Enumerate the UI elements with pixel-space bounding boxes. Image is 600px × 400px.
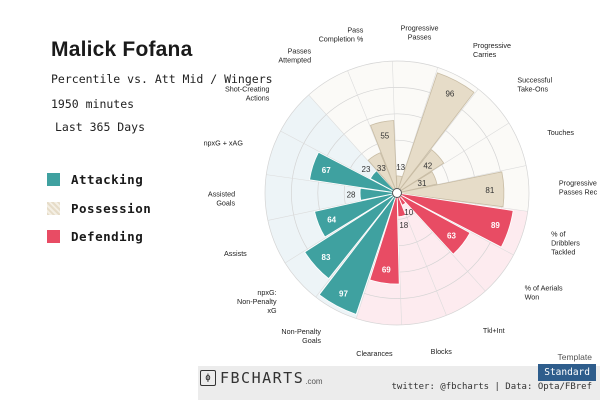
legend-label: Defending bbox=[71, 229, 144, 244]
value-label: 96 bbox=[445, 89, 454, 98]
value-label: 42 bbox=[423, 161, 432, 170]
brand-suffix: .com bbox=[305, 376, 323, 386]
value-label: 81 bbox=[485, 186, 494, 195]
minutes-text: 1950 minutes bbox=[51, 97, 135, 111]
axis-label: Successful Take-Ons bbox=[517, 76, 552, 94]
axis-label: Assisted Goals bbox=[208, 190, 236, 208]
value-label: 33 bbox=[377, 164, 386, 173]
legend-swatch-defending bbox=[47, 230, 60, 243]
data-credit: twitter: @fbcharts | Data: Opta/FBref bbox=[391, 382, 592, 392]
axis-label: Progressive Carries bbox=[473, 41, 511, 59]
wedge-attacking bbox=[318, 192, 398, 315]
value-label: 28 bbox=[347, 191, 356, 200]
axis-label: Tkl+Int bbox=[483, 326, 505, 335]
wedge-possession bbox=[396, 72, 475, 194]
value-label: 97 bbox=[339, 290, 348, 299]
wedge-possession bbox=[396, 149, 445, 194]
axis-label: Progressive Passes bbox=[401, 24, 439, 42]
value-label: 10 bbox=[404, 208, 413, 217]
value-label: 67 bbox=[322, 166, 331, 175]
background-wedge-attacking bbox=[280, 94, 397, 193]
brand-text: FBCHARTS bbox=[220, 369, 305, 387]
wedge-attacking bbox=[359, 187, 398, 201]
axis-label: % of Aerials Won bbox=[525, 284, 563, 302]
axis-label: Passes Attempted bbox=[278, 47, 311, 65]
axis-label: Progressive Passes Rec bbox=[559, 178, 598, 196]
background-wedge-possession bbox=[392, 60, 438, 193]
center-dot bbox=[392, 188, 402, 198]
grid-ring bbox=[264, 60, 530, 326]
legend-possession: Possession bbox=[47, 201, 151, 216]
wedge-attacking bbox=[309, 151, 398, 194]
wedge-possession bbox=[396, 171, 438, 194]
axis-label: Non-Penalty Goals bbox=[281, 327, 321, 345]
background-wedge-attacking bbox=[265, 174, 397, 221]
template-label: Template bbox=[557, 352, 593, 362]
value-label: 18 bbox=[399, 221, 408, 230]
value-label: 31 bbox=[418, 179, 427, 188]
axis-label: npxG + xAG bbox=[204, 138, 244, 147]
axis-label: Blocks bbox=[431, 347, 453, 356]
legend-label: Attacking bbox=[71, 172, 144, 187]
fbcharts-logo-icon: ϕ bbox=[200, 370, 216, 386]
wedge-defending bbox=[396, 192, 471, 255]
axis-label: Pass Completion % bbox=[319, 26, 364, 44]
value-label: 23 bbox=[362, 165, 371, 174]
wedge-attacking bbox=[304, 192, 398, 280]
legend-defending: Defending bbox=[47, 229, 143, 244]
value-label: 55 bbox=[380, 132, 389, 141]
value-label: 69 bbox=[382, 265, 391, 274]
period-text: Last 365 Days bbox=[55, 120, 146, 134]
background-wedge-defending bbox=[397, 193, 486, 316]
wedge-attacking bbox=[314, 192, 398, 238]
legend-attacking: Attacking bbox=[47, 172, 143, 187]
value-label: 63 bbox=[447, 232, 456, 241]
wedge-possession bbox=[367, 152, 398, 194]
wedge-defending bbox=[396, 192, 407, 218]
axis-label: Clearances bbox=[356, 349, 393, 358]
axis-label: Touches bbox=[547, 128, 574, 137]
wedge-defending bbox=[396, 192, 514, 248]
wedge-attacking bbox=[369, 170, 398, 194]
value-label: 13 bbox=[396, 163, 405, 172]
axis-label: Shot-Creating Actions bbox=[225, 84, 270, 102]
wedge-defending bbox=[369, 192, 400, 285]
value-label: 64 bbox=[327, 215, 336, 224]
player-name: Malick Fofana bbox=[51, 38, 193, 61]
legend-label: Possession bbox=[71, 201, 152, 216]
wedge-possession bbox=[396, 171, 505, 208]
legend-swatch-possession bbox=[47, 202, 60, 215]
template-button[interactable]: Standard bbox=[538, 364, 596, 381]
fbcharts-logo: ϕ FBCHARTS .com bbox=[200, 369, 323, 387]
axis-label: % of Dribblers Tackled bbox=[551, 230, 580, 257]
axis-label: Assists bbox=[224, 249, 247, 258]
axis-label: npxG: Non-Penalty xG bbox=[237, 288, 277, 315]
legend-swatch-attacking bbox=[47, 173, 60, 186]
comparison-text: Percentile vs. Att Mid / Wingers bbox=[51, 72, 273, 86]
footer-bar bbox=[198, 366, 600, 400]
wedge-possession bbox=[369, 120, 398, 194]
value-label: 89 bbox=[491, 221, 500, 230]
value-label: 83 bbox=[322, 253, 331, 262]
